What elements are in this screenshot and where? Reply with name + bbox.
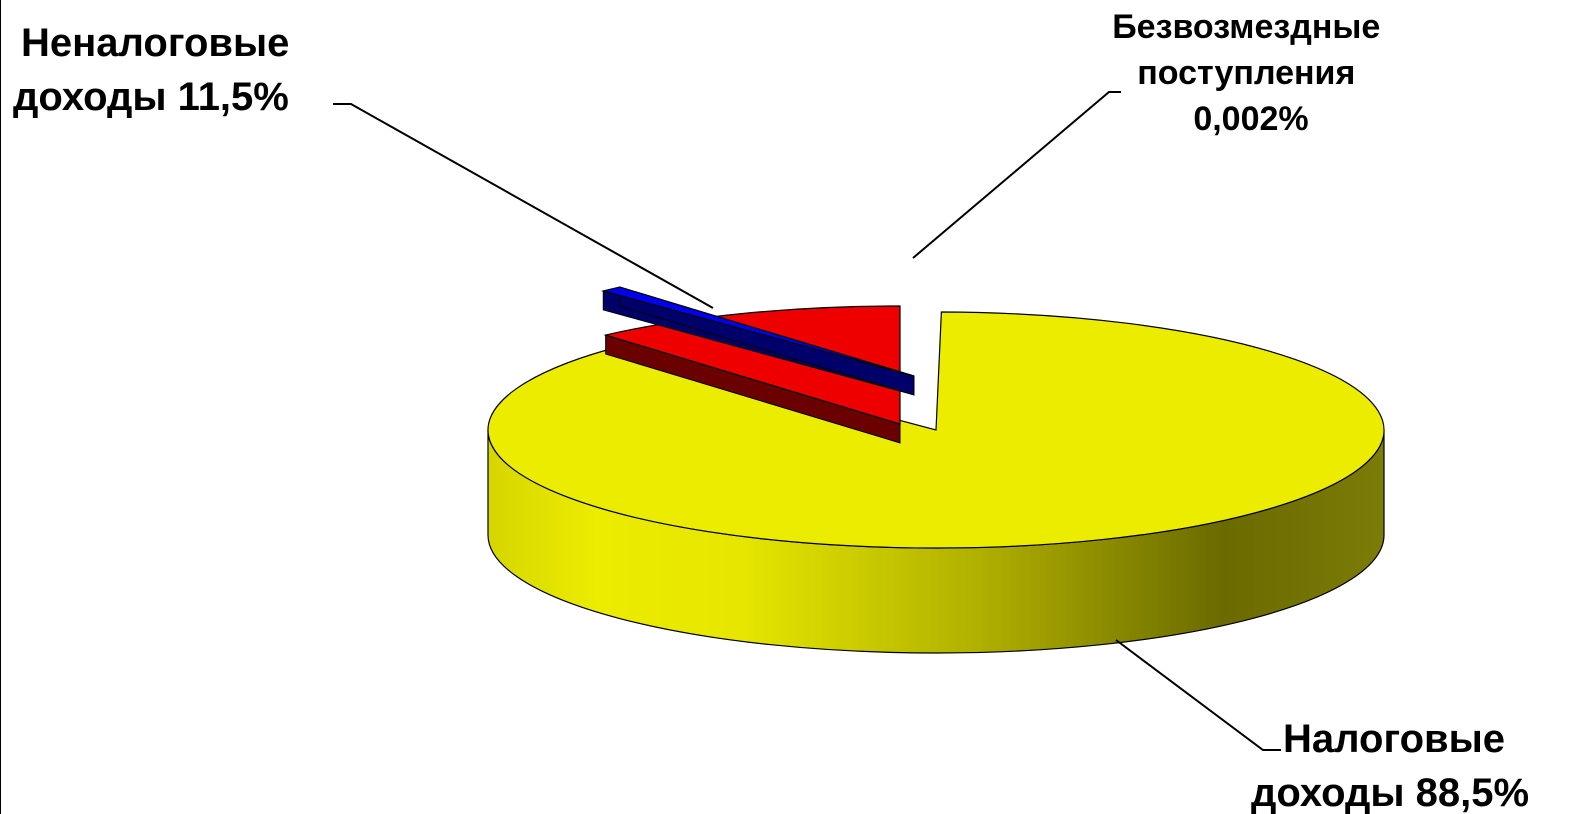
- leader-line-bezvozmezdnye: [912, 91, 1121, 259]
- pie-slice-3: [603, 305, 901, 444]
- pie-slice-2: [600, 286, 915, 396]
- leader-line-nonnalogovye: [333, 103, 714, 309]
- label-nalogovye: Налоговые доходы 88,5%: [1251, 717, 1529, 814]
- pie-slice-2-top: [600, 286, 915, 377]
- leader-line-nalogovye: [1115, 639, 1281, 751]
- label-nonnalogovye: Неналоговые доходы 11,5%: [13, 21, 301, 119]
- pie-slice-1: [487, 311, 1385, 654]
- pie-top-layer: [600, 286, 915, 444]
- label-bezvozmezdnye: Безвозмездные поступления 0,002%: [1112, 8, 1390, 138]
- leader-lines: [333, 91, 1281, 751]
- pie-side-layer: [487, 311, 1385, 654]
- pie-slice-3-top: [603, 305, 901, 425]
